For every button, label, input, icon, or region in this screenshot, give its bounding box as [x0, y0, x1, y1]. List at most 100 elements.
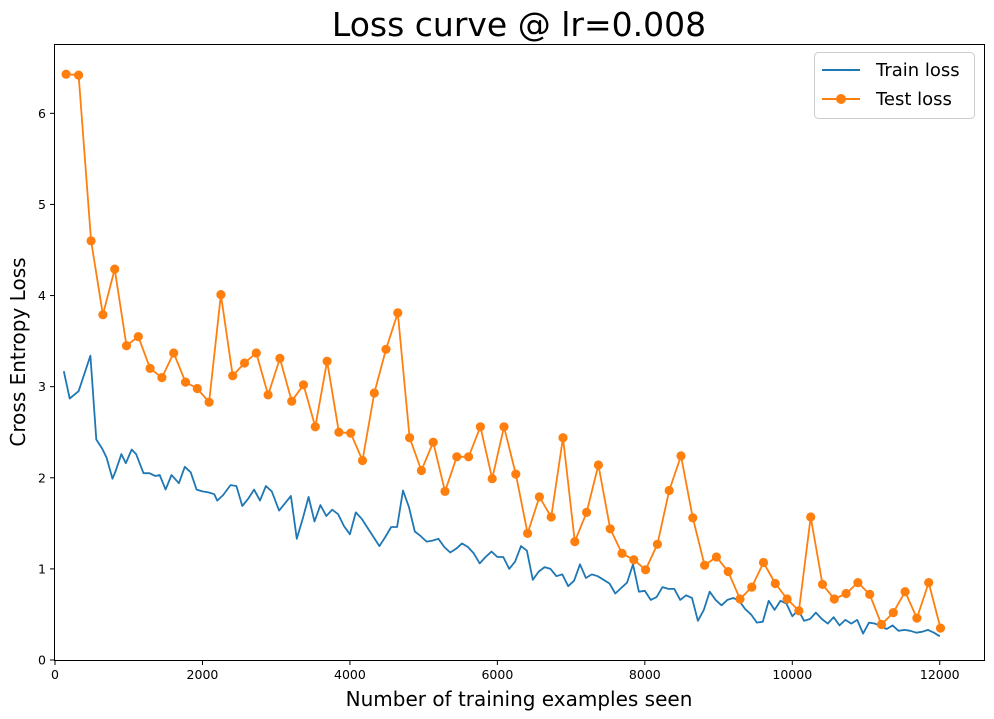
data-point-test-loss: [346, 428, 356, 438]
data-point-test-loss: [876, 619, 887, 630]
data-point-test-loss: [900, 587, 910, 597]
data-point-test-loss: [629, 555, 639, 565]
data-point-test-loss: [582, 507, 592, 517]
data-point-test-loss: [711, 552, 722, 562]
data-point-test-loss: [169, 348, 179, 358]
data-point-test-loss: [239, 358, 250, 368]
data-point-test-loss: [192, 383, 202, 394]
data-point-test-loss: [487, 474, 497, 484]
y-axis-title: Cross Entropy Loss: [6, 257, 30, 446]
data-point-test-loss: [770, 578, 780, 589]
data-point-test-loss: [700, 560, 710, 570]
data-point-test-loss: [369, 388, 379, 398]
data-point-test-loss: [806, 512, 816, 522]
data-point-test-loss: [416, 465, 426, 476]
data-point-test-loss: [865, 589, 875, 600]
data-point-test-loss: [641, 565, 651, 575]
data-point-test-loss: [888, 608, 898, 618]
series-line-train-loss: [62, 354, 941, 638]
y-tick-label: 6: [38, 106, 46, 121]
x-tick-label: 8000: [629, 667, 661, 682]
data-point-test-loss: [723, 567, 733, 577]
data-point-test-loss: [935, 623, 946, 633]
y-tick-label: 1: [38, 561, 46, 576]
legend-label-test-loss: Test loss: [875, 89, 952, 110]
data-point-test-loss: [523, 528, 533, 539]
x-tick-label: 4000: [334, 667, 366, 682]
x-tick-label: 6000: [481, 667, 513, 682]
data-point-test-loss: [829, 594, 839, 604]
data-point-test-loss: [263, 390, 273, 400]
data-point-test-loss: [145, 363, 155, 373]
data-point-test-loss: [570, 537, 580, 547]
data-point-test-loss: [121, 341, 132, 351]
y-tick-label: 2: [38, 470, 46, 485]
data-point-test-loss: [334, 427, 344, 437]
data-point-test-loss: [617, 548, 627, 559]
y-tick-label: 5: [38, 197, 46, 212]
x-tick-label: 10000: [772, 667, 812, 682]
x-axis-ticks: 0 2000 4000 6000 8000 10000 12000: [51, 660, 960, 682]
data-point-test-loss: [381, 344, 391, 354]
series-line-test-loss: [66, 73, 942, 629]
data-point-test-loss: [440, 486, 450, 496]
legend-label-train-loss: Train loss: [875, 60, 960, 81]
data-point-test-loss: [605, 524, 615, 534]
data-point-test-loss: [499, 422, 509, 432]
data-point-test-loss: [747, 582, 757, 592]
data-point-test-loss: [157, 373, 167, 383]
y-axis-ticks: 0 1 2 3 4 5 6: [38, 106, 55, 668]
data-point-test-loss: [546, 512, 556, 522]
x-tick-label: 12000: [920, 667, 960, 682]
data-point-test-loss: [912, 613, 922, 623]
data-point-test-loss: [204, 397, 214, 407]
data-point-test-loss: [310, 422, 320, 432]
data-point-test-loss: [133, 332, 143, 342]
data-point-test-loss: [322, 356, 332, 366]
data-point-test-loss: [593, 460, 604, 470]
data-point-test-loss: [475, 422, 485, 432]
data-point-test-loss: [393, 308, 403, 318]
data-point-test-loss: [61, 69, 71, 79]
data-point-test-loss: [652, 539, 663, 549]
data-point-test-loss: [758, 557, 769, 568]
data-point-test-loss: [924, 578, 934, 588]
data-point-test-loss: [216, 290, 226, 300]
data-point-test-loss: [287, 396, 297, 406]
data-point-test-loss: [98, 310, 108, 320]
x-axis-title: Number of training examples seen: [346, 687, 693, 711]
legend: Train loss Test loss: [814, 52, 975, 119]
x-tick-label: 2000: [187, 667, 219, 682]
data-point-test-loss: [664, 485, 674, 496]
data-point-test-loss: [74, 70, 84, 80]
data-point-test-loss: [794, 606, 804, 616]
legend-marker-test-loss: [836, 94, 846, 104]
y-tick-label: 0: [38, 653, 46, 668]
data-point-test-loss: [817, 579, 828, 590]
plot-frame: [54, 44, 985, 661]
data-point-test-loss: [428, 437, 438, 447]
data-point-test-loss: [464, 452, 474, 462]
data-point-test-loss: [558, 433, 568, 443]
data-point-test-loss: [251, 348, 261, 358]
x-tick-label: 0: [51, 667, 59, 682]
data-point-test-loss: [357, 455, 368, 466]
data-point-test-loss: [86, 236, 96, 246]
data-point-test-loss: [228, 371, 238, 381]
data-point-test-loss: [180, 377, 191, 387]
plot-area: [54, 44, 985, 661]
data-point-test-loss: [452, 452, 462, 462]
data-point-test-loss: [735, 594, 745, 604]
data-point-test-loss: [841, 588, 851, 599]
data-point-test-loss: [511, 469, 521, 479]
data-point-test-loss: [275, 353, 285, 363]
data-point-test-loss: [110, 264, 120, 274]
data-point-test-loss: [534, 492, 545, 502]
chart-title: Loss curve @ lr=0.008: [332, 5, 706, 44]
series-layer: [61, 69, 946, 638]
y-tick-label: 3: [38, 379, 46, 394]
data-point-test-loss: [676, 451, 686, 461]
data-point-test-loss: [853, 578, 863, 588]
data-point-test-loss: [782, 594, 792, 604]
